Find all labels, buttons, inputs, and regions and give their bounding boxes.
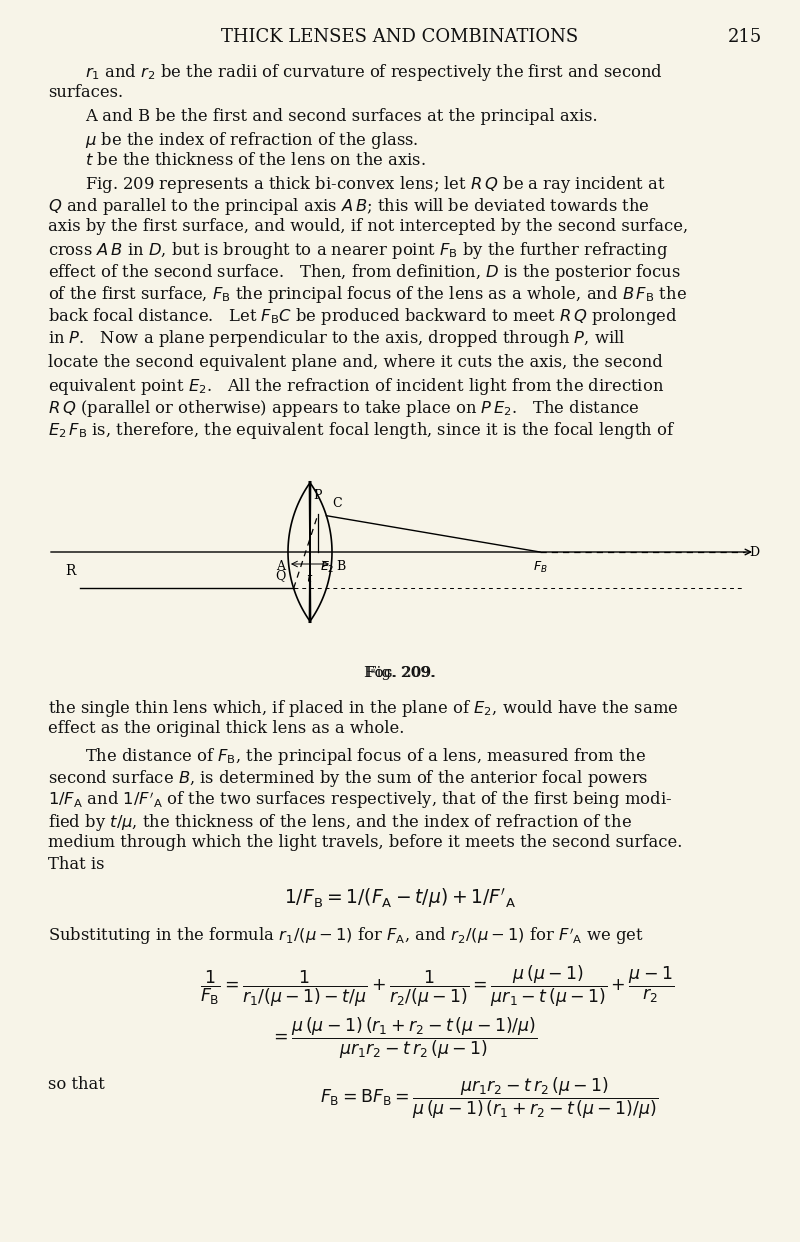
Text: That is: That is <box>48 856 105 873</box>
Text: $E_2$: $E_2$ <box>320 560 334 575</box>
Text: $1/F_\mathrm{A}$ and $1/F'_\mathrm{A}$ of the two surfaces respectively, that of: $1/F_\mathrm{A}$ and $1/F'_\mathrm{A}$ o… <box>48 790 672 811</box>
Text: $F_B$: $F_B$ <box>533 560 547 575</box>
Text: Fig. 209.: Fig. 209. <box>366 666 434 681</box>
Text: A: A <box>276 560 285 573</box>
Text: THICK LENSES AND COMBINATIONS: THICK LENSES AND COMBINATIONS <box>222 29 578 46</box>
Text: $F_\mathrm{B} = \mathrm{B}F_\mathrm{B} = \dfrac{\mu r_1 r_2 - t\,r_2\,(\mu-1)}{\: $F_\mathrm{B} = \mathrm{B}F_\mathrm{B} =… <box>320 1076 658 1122</box>
Text: medium through which the light travels, before it meets the second surface.: medium through which the light travels, … <box>48 833 682 851</box>
Text: $1/F_\mathrm{B} = 1/(F_\mathrm{A} - t/\mu) + 1/F'_\mathrm{A}$: $1/F_\mathrm{B} = 1/(F_\mathrm{A} - t/\m… <box>284 886 516 910</box>
Text: R: R <box>66 564 76 579</box>
Text: the single thin lens which, if placed in the plane of $E_2$, would have the same: the single thin lens which, if placed in… <box>48 698 678 719</box>
Text: $= \dfrac{\mu\,(\mu-1)\,(r_1 + r_2 - t\,(\mu-1)/\mu)}{\mu r_1 r_2 - t\,r_2\,(\mu: $= \dfrac{\mu\,(\mu-1)\,(r_1 + r_2 - t\,… <box>270 1016 538 1062</box>
Text: 215: 215 <box>728 29 762 46</box>
Text: equivalent point $E_2$.   All the refraction of incident light from the directio: equivalent point $E_2$. All the refracti… <box>48 376 664 397</box>
Text: cross $A\,B$ in $D$, but is brought to a nearer point $F_\mathrm{B}$ by the furt: cross $A\,B$ in $D$, but is brought to a… <box>48 240 668 261</box>
Text: Q: Q <box>275 569 286 582</box>
Text: $E_2\,F_\mathrm{B}$ is, therefore, the equivalent focal length, since it is the : $E_2\,F_\mathrm{B}$ is, therefore, the e… <box>48 420 676 441</box>
Text: in $P$.   Now a plane perpendicular to the axis, dropped through $P$, will: in $P$. Now a plane perpendicular to the… <box>48 328 626 349</box>
Text: Substituting in the formula $r_1/(\mu - 1)$ for $F_\mathrm{A}$, and $r_2/(\mu - : Substituting in the formula $r_1/(\mu - … <box>48 927 644 948</box>
Text: effect as the original thick lens as a whole.: effect as the original thick lens as a w… <box>48 720 404 737</box>
Text: surfaces.: surfaces. <box>48 84 123 101</box>
Text: P: P <box>314 489 322 502</box>
Text: The distance of $F_\mathrm{B}$, the principal focus of a lens, measured from the: The distance of $F_\mathrm{B}$, the prin… <box>85 746 646 768</box>
Text: back focal distance.   Let $F_\mathrm{B}C$ be produced backward to meet $R\,Q$ p: back focal distance. Let $F_\mathrm{B}C$… <box>48 306 678 327</box>
Text: $r_1$ and $r_2$ be the radii of curvature of respectively the first and second: $r_1$ and $r_2$ be the radii of curvatur… <box>85 62 663 83</box>
Text: $\mu$ be the index of refraction of the glass.: $\mu$ be the index of refraction of the … <box>85 130 418 152</box>
Text: axis by the first surface, and would, if not intercepted by the second surface,: axis by the first surface, and would, if… <box>48 219 688 235</box>
Text: of the first surface, $F_\mathrm{B}$ the principal focus of the lens as a whole,: of the first surface, $F_\mathrm{B}$ the… <box>48 284 687 306</box>
Text: D: D <box>749 545 759 559</box>
Text: fied by $t/\mu$, the thickness of the lens, and the index of refraction of the: fied by $t/\mu$, the thickness of the le… <box>48 812 632 833</box>
Text: so that: so that <box>48 1076 105 1093</box>
Text: effect of the second surface.   Then, from definition, $D$ is the posterior focu: effect of the second surface. Then, from… <box>48 262 681 283</box>
Text: Fig. 209 represents a thick bi-convex lens; let $R\,Q$ be a ray incident at: Fig. 209 represents a thick bi-convex le… <box>85 174 666 195</box>
Text: $t$ be the thickness of the lens on the axis.: $t$ be the thickness of the lens on the … <box>85 152 426 169</box>
Text: $\dfrac{1}{F_\mathrm{B}} = \dfrac{1}{r_1/(\mu-1)-t/\mu} + \dfrac{1}{r_2/(\mu-1)}: $\dfrac{1}{F_\mathrm{B}} = \dfrac{1}{r_1… <box>200 964 674 1010</box>
Text: Fᴏɢ. 209.: Fᴏɢ. 209. <box>364 666 436 681</box>
Text: $Q$ and parallel to the principal axis $A\,B$; this will be deviated towards the: $Q$ and parallel to the principal axis $… <box>48 196 650 217</box>
Text: $t$: $t$ <box>306 573 314 585</box>
Text: second surface $B$, is determined by the sum of the anterior focal powers: second surface $B$, is determined by the… <box>48 768 649 789</box>
Text: B: B <box>336 560 346 573</box>
Text: C: C <box>332 497 342 509</box>
Text: locate the second equivalent plane and, where it cuts the axis, the second: locate the second equivalent plane and, … <box>48 354 662 371</box>
Text: A and B be the first and second surfaces at the principal axis.: A and B be the first and second surfaces… <box>85 108 598 125</box>
Text: $R\,Q$ (parallel or otherwise) appears to take place on $P\,E_2$.   The distance: $R\,Q$ (parallel or otherwise) appears t… <box>48 397 640 419</box>
